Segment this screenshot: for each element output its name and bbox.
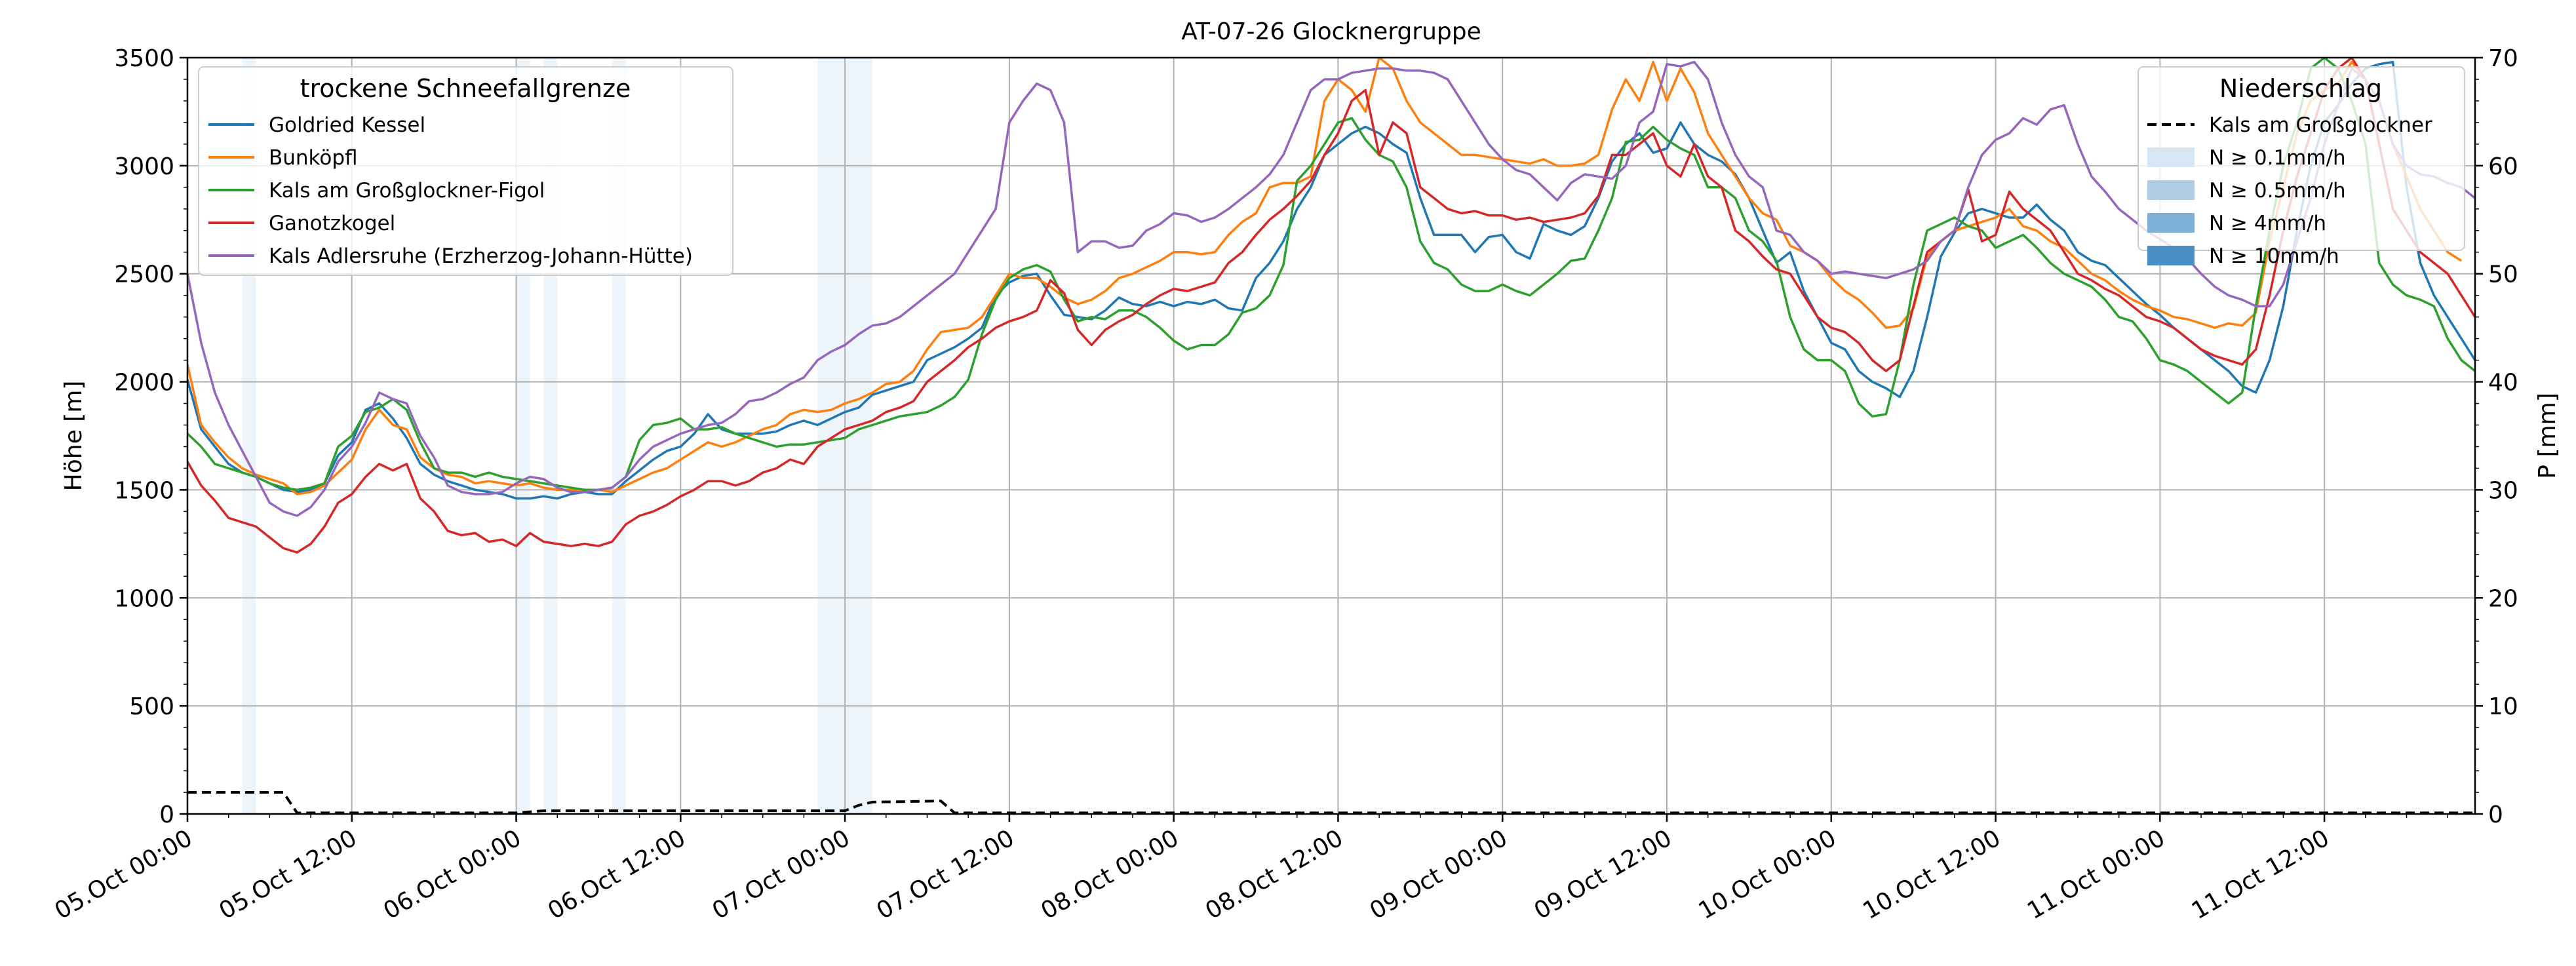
x-tick-label: 10.Oct 12:00 [1858, 824, 2005, 925]
series-line-3 [187, 58, 2475, 554]
y-right-tick-label: 30 [2488, 477, 2518, 504]
legend-precipitation: Niederschlag Kals am Großglockner N ≥ 0.1… [2137, 66, 2465, 268]
x-tick-label: 08.Oct 00:00 [1036, 824, 1183, 925]
y-tick-label: 0 [159, 802, 174, 828]
x-tick-label: 09.Oct 12:00 [1530, 824, 1677, 925]
legend-precip-box [2137, 66, 2465, 251]
legend-snow-box [198, 66, 733, 276]
x-tick-label: 08.Oct 12:00 [1201, 824, 1348, 925]
x-tick-label: 06.Oct 00:00 [379, 824, 526, 925]
legend-precip-label: N ≥ 0.5mm/h [2209, 179, 2346, 203]
y-right-tick-label: 0 [2488, 802, 2503, 828]
x-tick-label: 07.Oct 12:00 [872, 824, 1019, 925]
series-lines-layer [187, 58, 2475, 554]
y-right-tick-label: 10 [2488, 693, 2518, 720]
legend-snow-label: Kals am Großglockner-Figol [269, 179, 545, 203]
legend-precip-label: N ≥ 10mm/h [2209, 244, 2339, 268]
y-axis-left: 0 500 1000 1500 2000 2500 3000 3500 [114, 45, 187, 828]
legend-snow-label: Goldried Kessel [269, 113, 425, 137]
legend-precip-entries: Kals am Großglockner N ≥ 0.1mm/h N ≥ 0.5mm… [2147, 113, 2432, 268]
x-tick-label: 11.Oct 00:00 [2023, 824, 2170, 925]
chart-title: AT-07-26 Glocknergruppe [1181, 18, 1481, 45]
y-axis-label: Höhe [m] [60, 381, 87, 492]
x-tick-label: 05.Oct 12:00 [215, 824, 362, 925]
plot-frame [186, 56, 2476, 815]
y-right-tick-label: 40 [2488, 370, 2518, 396]
y-tick-label: 2000 [114, 370, 174, 396]
x-tick-label: 06.Oct 12:00 [543, 824, 690, 925]
legend-snow-label: Ganotzkogel [269, 212, 395, 235]
legend-precip-label: N ≥ 4mm/h [2209, 212, 2326, 235]
series-line-2 [187, 58, 2475, 492]
y-right-tick-label: 20 [2488, 585, 2518, 612]
x-tick-label: 07.Oct 00:00 [708, 824, 855, 925]
x-tick-label: 10.Oct 00:00 [1694, 824, 1841, 925]
legend-precip-swatch [2147, 246, 2195, 265]
precip-line [187, 791, 2475, 815]
y-right-tick-label: 60 [2488, 153, 2518, 180]
legend-precip-swatch [2147, 147, 2195, 167]
y-right-tick-label: 50 [2488, 261, 2518, 288]
x-tick-label: 11.Oct 12:00 [2187, 824, 2334, 925]
y-tick-label: 3500 [114, 45, 174, 72]
y-tick-label: 1500 [114, 477, 174, 504]
x-tick-label: 05.Oct 00:00 [50, 824, 197, 925]
y-tick-label: 1000 [114, 585, 174, 612]
y-tick-label: 2500 [114, 261, 174, 288]
y-right-tick-label: 70 [2488, 45, 2518, 72]
legend-precip-label: N ≥ 0.1mm/h [2209, 146, 2346, 170]
y-axis-right: 0 10 20 30 40 50 60 70 [2475, 45, 2518, 828]
legend-precip-swatch [2147, 180, 2195, 200]
legend-snow-entries: Goldried Kessel Bunköpfl Kals am Großglock… [208, 113, 693, 268]
legend-snow-title: trockene Schneefallgrenze [300, 74, 631, 103]
precip-line-layer [187, 791, 2475, 815]
y-tick-label: 500 [129, 693, 174, 720]
legend-snowfall-limit: trockene Schneefallgrenze Goldried Kesse… [198, 66, 733, 276]
y-tick-label: 3000 [114, 153, 174, 180]
legend-precip-title: Niederschlag [2219, 74, 2382, 103]
legend-precip-swatch [2147, 213, 2195, 233]
x-axis: 05.Oct 00:00 05.Oct 12:00 06.Oct 00:00 06.O… [50, 814, 2448, 925]
legend-snow-label: Kals Adlersruhe (Erzherzog-Johann-Hütte) [269, 244, 693, 268]
x-tick-label: 09.Oct 00:00 [1365, 824, 1512, 925]
legend-precip-label: Kals am Großglockner [2209, 113, 2432, 137]
series-line-4 [187, 60, 2475, 517]
y-axis-right-label: P [mm] [2534, 393, 2561, 478]
legend-snow-label: Bunköpfl [269, 146, 358, 170]
series-line-0 [187, 60, 2475, 500]
